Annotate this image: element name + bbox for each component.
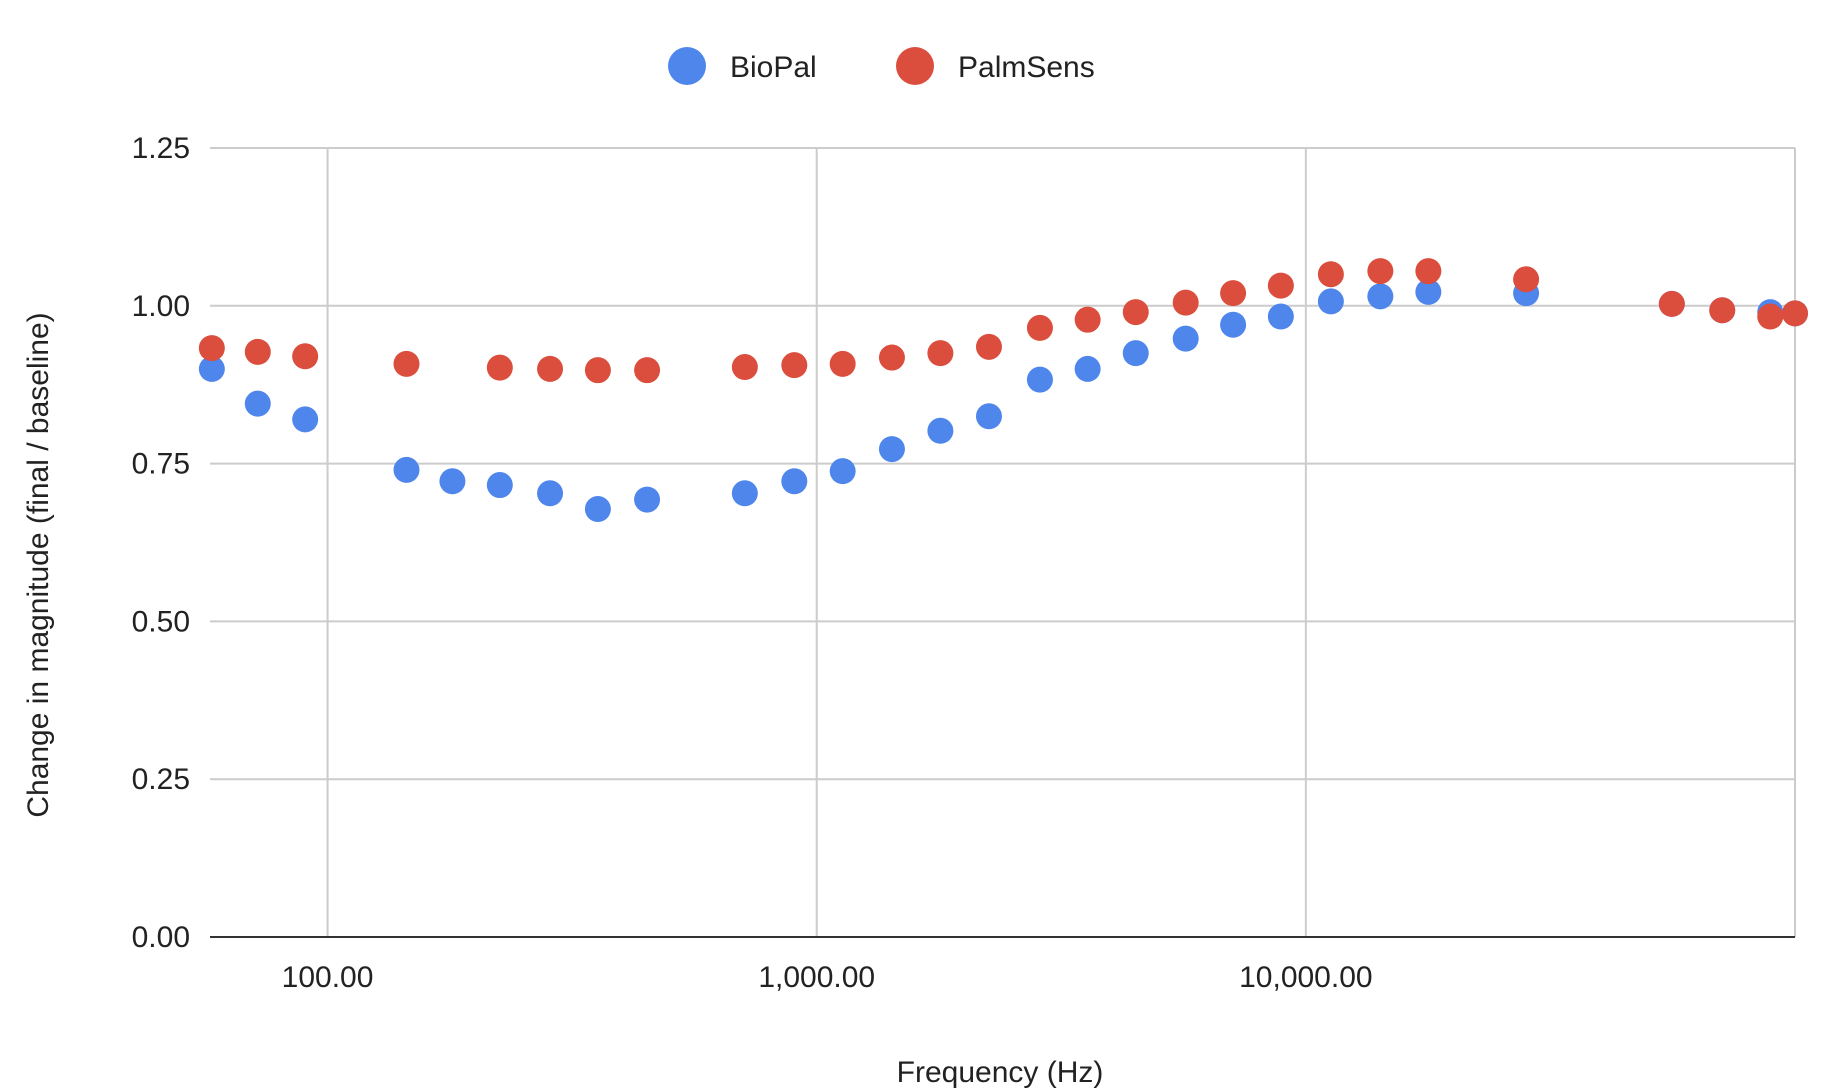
legend-item-palmsens: PalmSens xyxy=(896,47,1095,85)
y-tick-label: 0.25 xyxy=(132,763,190,796)
data-point-palmsens xyxy=(1172,289,1199,316)
data-point-palmsens xyxy=(634,357,661,384)
data-points xyxy=(198,258,1808,523)
data-point-biopal xyxy=(1415,278,1442,305)
data-point-palmsens xyxy=(393,350,420,377)
data-point-biopal xyxy=(1317,288,1344,315)
legend-label: BioPal xyxy=(730,51,817,84)
data-point-palmsens xyxy=(486,354,513,381)
y-axis-title: Change in magnitude (final / baseline) xyxy=(22,312,55,817)
y-tick-label: 0.00 xyxy=(132,921,190,954)
data-point-biopal xyxy=(975,403,1002,430)
data-point-palmsens xyxy=(1122,299,1149,326)
data-point-palmsens xyxy=(537,355,564,382)
data-point-palmsens xyxy=(1658,290,1685,317)
data-point-biopal xyxy=(927,417,954,444)
data-point-palmsens xyxy=(1267,272,1294,299)
legend-marker xyxy=(896,47,934,85)
y-tick-label: 1.25 xyxy=(132,132,190,165)
x-tick-label: 10,000.00 xyxy=(1239,961,1372,994)
legend: BioPal PalmSens xyxy=(668,47,1095,85)
data-point-palmsens xyxy=(1513,266,1540,293)
legend-label: PalmSens xyxy=(958,51,1095,84)
data-point-palmsens xyxy=(198,335,225,362)
data-point-biopal xyxy=(1367,283,1394,310)
x-tick-labels: 100.00 1,000.00 10,000.00 xyxy=(282,961,1373,994)
data-point-palmsens xyxy=(1317,261,1344,288)
data-point-palmsens xyxy=(1074,306,1101,333)
data-point-palmsens xyxy=(1782,300,1808,327)
series-palmsens xyxy=(198,258,1808,384)
data-point-palmsens xyxy=(829,350,856,377)
legend-item-biopal: BioPal xyxy=(668,47,817,85)
data-point-biopal xyxy=(439,468,466,495)
data-point-biopal xyxy=(634,486,661,513)
data-point-palmsens xyxy=(927,340,954,367)
x-axis-title: Frequency (Hz) xyxy=(897,1056,1104,1089)
data-point-biopal xyxy=(829,458,856,485)
data-point-palmsens xyxy=(781,352,808,379)
data-point-palmsens xyxy=(292,343,319,370)
data-point-biopal xyxy=(731,480,758,507)
gridlines xyxy=(210,147,1796,937)
series-biopal xyxy=(198,278,1808,523)
data-point-biopal xyxy=(878,436,905,463)
data-point-biopal xyxy=(1267,303,1294,330)
data-point-palmsens xyxy=(1757,303,1784,330)
legend-marker xyxy=(668,47,706,85)
data-point-biopal xyxy=(1172,325,1199,352)
y-tick-label: 0.75 xyxy=(132,448,190,481)
data-point-biopal xyxy=(537,480,564,507)
data-point-palmsens xyxy=(1367,258,1394,285)
data-point-biopal xyxy=(781,468,808,495)
data-point-biopal xyxy=(393,456,420,483)
data-point-palmsens xyxy=(731,354,758,381)
data-point-biopal xyxy=(292,406,319,433)
y-tick-label: 0.50 xyxy=(132,605,190,638)
data-point-palmsens xyxy=(1220,280,1247,307)
data-point-biopal xyxy=(584,496,611,523)
data-point-palmsens xyxy=(975,333,1002,360)
data-point-palmsens xyxy=(1026,314,1053,341)
data-point-palmsens xyxy=(878,344,905,371)
data-point-biopal xyxy=(486,472,513,499)
data-point-palmsens xyxy=(1709,297,1736,324)
data-point-biopal xyxy=(244,390,271,417)
y-tick-labels: 0.00 0.25 0.50 0.75 1.00 1.25 xyxy=(132,132,190,954)
data-point-biopal xyxy=(1122,340,1149,367)
data-point-palmsens xyxy=(244,338,271,365)
data-point-biopal xyxy=(1074,355,1101,382)
x-tick-label: 1,000.00 xyxy=(758,961,875,994)
data-point-biopal xyxy=(1220,311,1247,338)
data-point-biopal xyxy=(1026,366,1053,393)
data-point-palmsens xyxy=(1415,258,1442,285)
data-point-palmsens xyxy=(584,357,611,384)
y-tick-label: 1.00 xyxy=(132,290,190,323)
x-tick-label: 100.00 xyxy=(282,961,374,994)
data-point-biopal xyxy=(198,355,225,382)
